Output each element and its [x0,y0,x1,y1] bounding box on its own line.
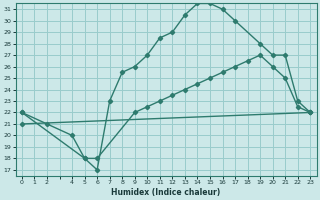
X-axis label: Humidex (Indice chaleur): Humidex (Indice chaleur) [111,188,221,197]
